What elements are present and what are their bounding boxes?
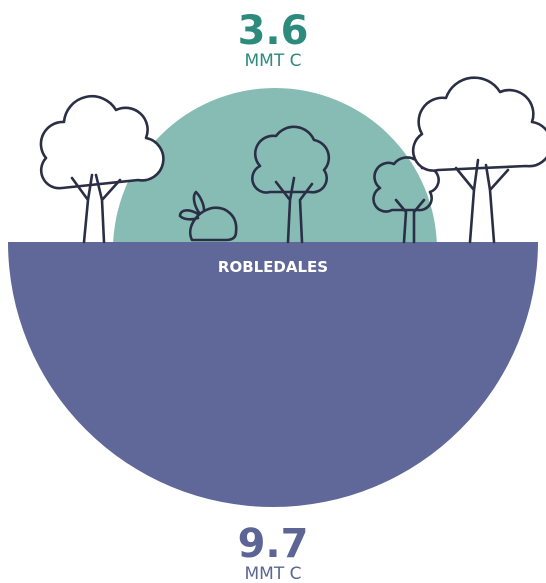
region-label: ROBLEDALES <box>218 258 328 276</box>
rabbit <box>178 190 238 242</box>
tree-middle <box>251 125 331 244</box>
bottom-unit: MMT C <box>245 564 302 583</box>
tree-right <box>411 76 546 244</box>
tree-small <box>372 156 440 244</box>
top-unit: MMT C <box>245 51 302 71</box>
tree-left <box>39 94 165 244</box>
top-value: 3.6 <box>238 8 309 54</box>
bottom-value: 9.7 <box>238 521 309 567</box>
bottom-semicircle <box>8 242 538 507</box>
